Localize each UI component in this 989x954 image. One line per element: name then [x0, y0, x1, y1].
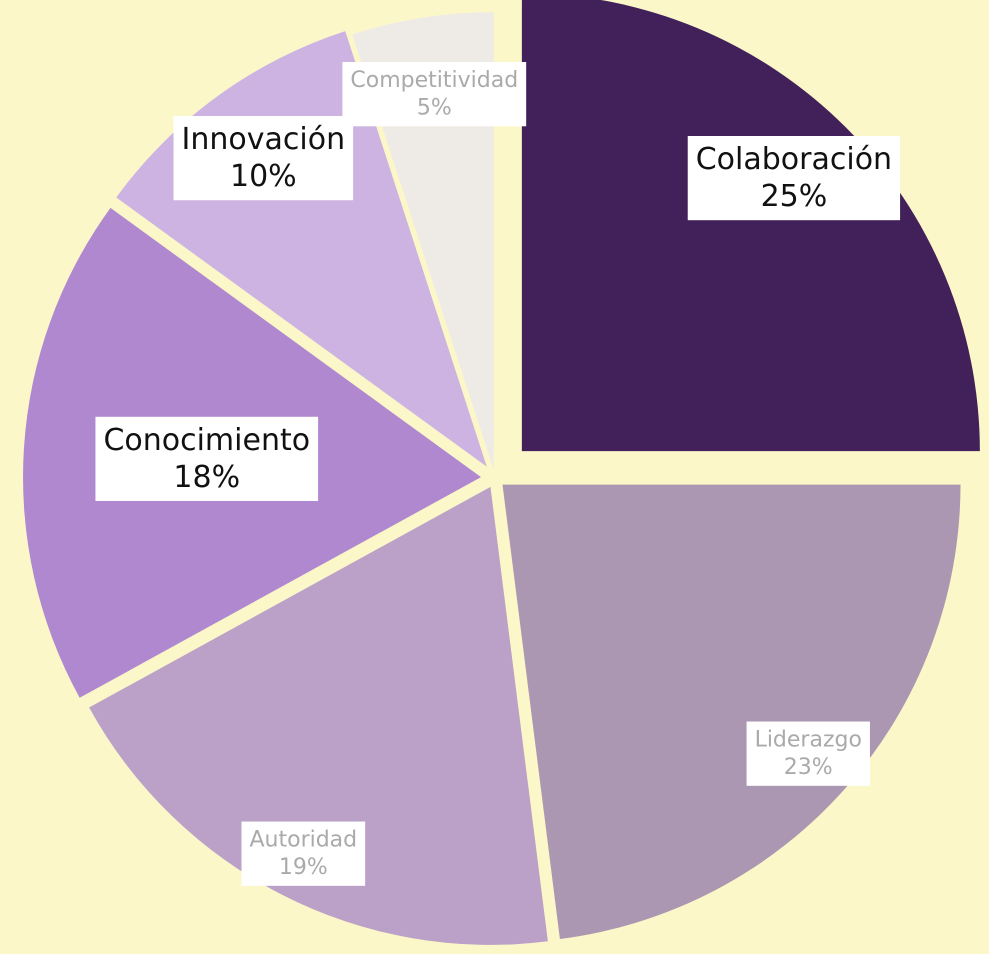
label-box	[95, 416, 319, 501]
label-box	[687, 135, 901, 221]
label-box	[746, 721, 870, 786]
slice-label: Competitividad	[350, 68, 518, 93]
pie-slice	[89, 486, 548, 945]
slice-label: Liderazgo	[755, 728, 862, 753]
value-label: 18%	[173, 460, 240, 495]
label-box	[173, 116, 354, 201]
value-label: 25%	[761, 179, 828, 214]
slice-label: Conocimiento	[103, 423, 310, 458]
label-box	[342, 61, 527, 127]
slice-label: Autoridad	[249, 828, 357, 853]
label-box	[241, 821, 366, 886]
value-label: 19%	[279, 855, 328, 880]
pie-slice	[352, 12, 494, 471]
value-label: 5%	[417, 95, 452, 120]
pie-slice	[502, 484, 961, 940]
value-label: 10%	[230, 159, 297, 194]
pie-slice	[521, 0, 980, 452]
slice-label: Colaboración	[696, 142, 892, 177]
value-label: 23%	[784, 755, 833, 780]
slice-label: Innovación	[182, 122, 346, 157]
